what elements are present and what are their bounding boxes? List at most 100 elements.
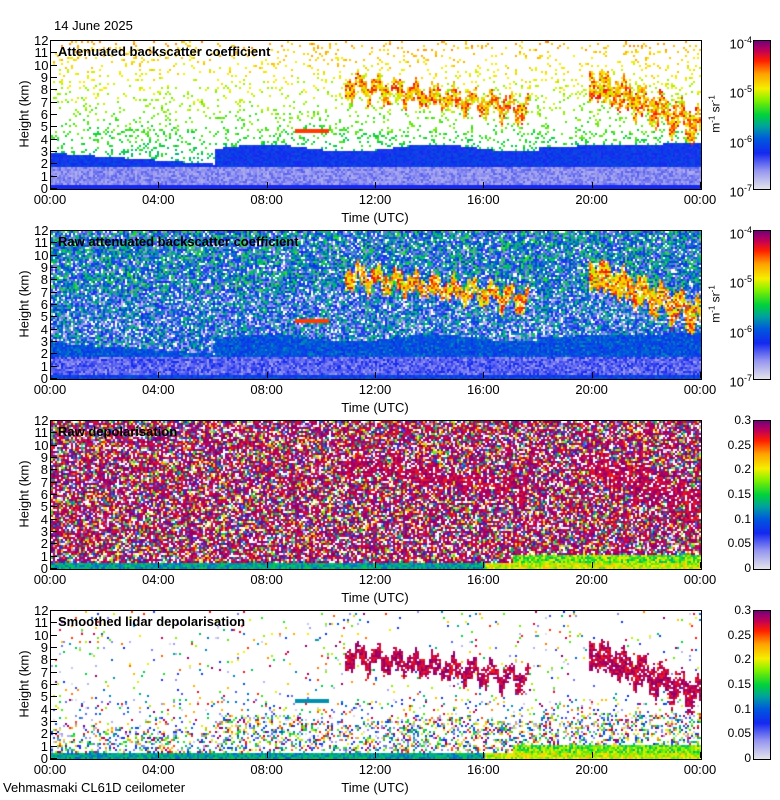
y-tick-mark: [51, 721, 57, 722]
y-tick-mark: [51, 696, 57, 698]
x-tick-mark: [591, 562, 593, 568]
x-tick-label: 16:00: [467, 762, 500, 777]
y-tick-mark: [51, 531, 57, 532]
y-tick-label: 2: [40, 726, 48, 742]
x-tick-mark: [266, 182, 268, 188]
unit-symbol: sr: [708, 292, 723, 306]
colorbar-tick-label: 10-7: [729, 373, 752, 390]
y-tick-label: 4: [40, 131, 48, 147]
y-tick-mark: [51, 291, 57, 293]
y-tick-mark: [51, 481, 57, 483]
x-tick-label: 00:00: [683, 382, 717, 397]
colorbar-tick-label: 0: [744, 561, 751, 575]
colorbar-tick-label: 10-4: [729, 35, 752, 52]
x-tick-label: 16:00: [467, 192, 500, 207]
panel-title: Raw depolarisation: [58, 424, 178, 439]
x-tick-label: 12:00: [358, 572, 392, 587]
x-tick-label: 04:00: [142, 762, 175, 777]
y-tick-mark: [51, 114, 57, 115]
y-tick-label: 8: [40, 272, 48, 288]
x-tick-mark: [591, 372, 593, 378]
y-tick-label: 11: [34, 425, 49, 441]
y-tick-label: 1: [40, 358, 48, 374]
x-tick-mark: [375, 752, 376, 758]
y-tick-label: 3: [40, 524, 48, 539]
y-tick-label: 4: [40, 321, 48, 337]
y-axis-label: Height (km): [16, 460, 32, 528]
x-tick-label: 20:00: [575, 572, 608, 587]
x-tick-mark: [700, 182, 701, 188]
y-tick-mark: [51, 610, 57, 611]
y-tick-mark: [51, 647, 57, 648]
y-tick-mark: [51, 254, 57, 256]
x-tick-mark: [266, 752, 268, 758]
unit-exponent: -1: [707, 115, 717, 123]
panel-title: Smoothed lidar depolarisation: [58, 614, 246, 629]
y-tick-label: 12: [34, 413, 49, 428]
x-tick-label: 16:00: [467, 572, 500, 587]
colorbar: [753, 420, 771, 570]
colorbar-tick-label: 0.2: [734, 462, 751, 477]
colorbar-tick-label: 0: [744, 751, 751, 765]
y-tick-mark: [51, 758, 57, 759]
x-tick-mark: [700, 562, 701, 568]
y-tick-label: 9: [40, 450, 48, 465]
y-tick-mark: [51, 543, 57, 545]
y-tick-label: 5: [40, 119, 48, 135]
y-tick-label: 1: [40, 548, 48, 564]
heatmap-canvas: [51, 41, 701, 189]
y-tick-label: 7: [40, 284, 48, 300]
y-axis-label: Height (km): [16, 270, 32, 338]
x-tick-mark: [483, 182, 485, 188]
y-tick-mark: [51, 353, 57, 355]
x-tick-mark: [50, 562, 51, 568]
y-tick-label: 10: [34, 57, 49, 73]
y-tick-mark: [51, 378, 57, 379]
unit-symbol: sr: [708, 102, 723, 116]
unit-exponent: -1: [707, 95, 717, 103]
y-tick-label: 4: [40, 511, 48, 527]
y-tick-mark: [51, 555, 57, 557]
y-tick-label: 12: [34, 33, 49, 48]
colorbar-tick-label: 0.3: [734, 413, 751, 427]
y-tick-mark: [51, 506, 57, 508]
y-tick-label: 3: [40, 714, 48, 729]
colorbar-tick-label: 0.05: [727, 726, 751, 741]
colorbar-tick-label: 0.25: [727, 627, 751, 642]
y-tick-mark: [51, 175, 57, 177]
x-tick-label: 00:00: [33, 572, 67, 587]
colorbar-label: m-1 sr-1: [706, 95, 723, 133]
x-tick-label: 00:00: [683, 762, 717, 777]
unit-exponent: -1: [707, 305, 717, 313]
y-tick-mark: [51, 671, 57, 673]
x-tick-mark: [158, 182, 160, 188]
x-axis-label: Time (UTC): [341, 590, 409, 605]
instrument-label: Vehmasmaki CL61D ceilometer: [3, 780, 186, 795]
x-tick-label: 12:00: [358, 192, 392, 207]
colorbar-tick-label: 0.25: [727, 437, 751, 452]
y-tick-mark: [51, 365, 57, 367]
x-axis-label: Time (UTC): [341, 780, 409, 795]
colorbar-tick-label: 10-4: [729, 225, 752, 242]
y-tick-mark: [51, 420, 57, 421]
y-tick-label: 5: [40, 689, 48, 705]
panel-title: Raw attenuated backscatter coefficient: [58, 234, 299, 249]
y-tick-mark: [51, 101, 57, 103]
x-tick-label: 16:00: [467, 382, 500, 397]
x-tick-mark: [700, 372, 701, 378]
x-tick-label: 00:00: [33, 192, 67, 207]
y-tick-label: 10: [34, 247, 49, 263]
y-tick-mark: [51, 138, 57, 140]
x-tick-label: 12:00: [358, 382, 392, 397]
y-tick-label: 11: [34, 235, 49, 251]
colorbar-tick-label: 0.3: [734, 603, 751, 617]
date-label: 14 June 2025: [54, 18, 133, 33]
y-tick-mark: [51, 304, 57, 305]
colorbar-tick-label: 0.15: [727, 487, 751, 501]
colorbar: [753, 230, 771, 380]
x-tick-label: 08:00: [250, 382, 283, 397]
y-tick-label: 1: [40, 738, 48, 754]
y-tick-mark: [51, 341, 57, 342]
x-tick-mark: [266, 562, 268, 568]
y-tick-mark: [51, 708, 57, 710]
